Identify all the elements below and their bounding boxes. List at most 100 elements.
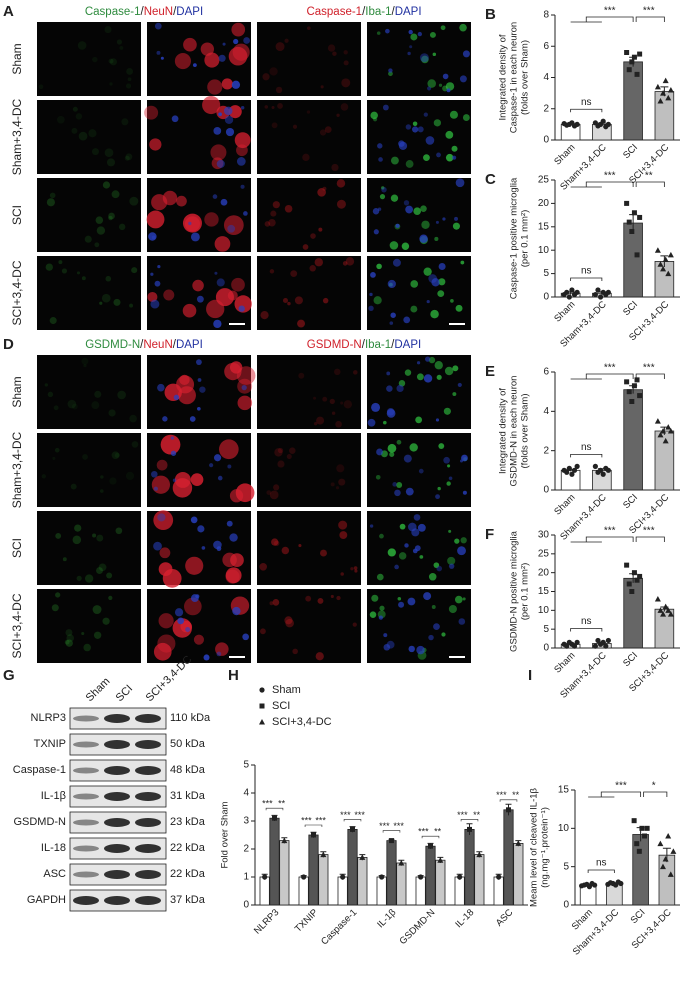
cell-blob xyxy=(206,299,225,319)
cell-blob xyxy=(232,43,250,61)
data-point xyxy=(665,270,672,277)
bar xyxy=(435,859,446,906)
data-point xyxy=(657,607,664,613)
cell-blob xyxy=(411,528,420,537)
cell-blob xyxy=(108,58,114,64)
cell-blob xyxy=(76,575,82,581)
cell-blob xyxy=(419,234,428,244)
lane-label: Sham xyxy=(84,675,113,704)
cell-blob xyxy=(317,188,326,197)
cell-blob xyxy=(405,487,414,496)
x-tick-label: SCI xyxy=(629,907,648,926)
micrograph xyxy=(257,178,361,252)
cell-blob xyxy=(54,447,60,453)
bar xyxy=(269,817,280,906)
cell-blob xyxy=(116,39,123,45)
bar-marker xyxy=(428,843,433,849)
header-part: / xyxy=(392,6,396,18)
cell-blob xyxy=(273,540,280,547)
micrograph xyxy=(37,256,141,330)
cell-blob xyxy=(93,631,102,639)
cell-blob xyxy=(438,263,446,271)
data-point xyxy=(592,292,598,298)
cell-blob xyxy=(163,289,175,301)
cell-blob xyxy=(336,595,341,601)
cell-blob xyxy=(81,276,86,281)
cell-blob xyxy=(447,464,451,468)
sig-bracket xyxy=(352,819,362,822)
cell-blob xyxy=(420,205,427,212)
cell-blob xyxy=(94,242,100,248)
row-label: SCI xyxy=(10,205,24,225)
cell-blob xyxy=(370,111,378,120)
cell-blob xyxy=(340,103,349,111)
x-tick-label: Sham xyxy=(552,299,577,324)
header-part: / xyxy=(173,339,177,351)
cell-blob xyxy=(199,386,206,393)
cell-blob xyxy=(405,124,412,130)
cell-blob xyxy=(156,50,161,55)
header-part: / xyxy=(391,339,395,351)
bar-marker xyxy=(350,826,355,832)
x-tick-label: SCI xyxy=(621,650,640,669)
cell-blob xyxy=(438,443,445,449)
band-size: 31 kDa xyxy=(170,790,206,802)
cell-blob xyxy=(204,212,219,227)
blot-band xyxy=(104,896,130,905)
micrograph xyxy=(367,256,471,330)
legend-label: SCI xyxy=(272,700,290,712)
cell-blob xyxy=(379,194,386,200)
cell-blob xyxy=(430,309,439,319)
bar-marker xyxy=(281,837,288,844)
legend-label: Sham xyxy=(272,684,301,696)
cell-blob xyxy=(70,483,77,490)
cell-blob xyxy=(53,405,59,411)
cell-blob xyxy=(446,481,451,486)
bar xyxy=(337,876,348,906)
band-name: Caspase-1 xyxy=(13,764,66,776)
cell-blob xyxy=(41,474,47,479)
row-label: Sham+3,4-DC xyxy=(10,431,24,508)
data-point xyxy=(626,581,632,587)
cell-blob xyxy=(390,312,396,318)
sig-label: ** xyxy=(512,790,520,800)
bar xyxy=(386,840,397,906)
cell-blob xyxy=(435,494,440,500)
cell-blob xyxy=(340,401,344,405)
cell-blob xyxy=(448,529,452,533)
cell-blob xyxy=(108,595,113,601)
cell-blob xyxy=(343,50,348,55)
cell-blob xyxy=(428,356,436,364)
cell-blob xyxy=(84,235,92,243)
cell-blob xyxy=(413,514,421,521)
cell-blob xyxy=(412,121,418,126)
blot-band xyxy=(104,818,130,827)
cell-blob xyxy=(171,115,179,123)
cell-blob xyxy=(38,84,44,90)
data-point xyxy=(605,121,611,127)
cell-blob xyxy=(389,241,399,250)
cell-blob xyxy=(117,390,126,400)
cell-blob xyxy=(96,226,106,235)
cell-blob xyxy=(433,119,442,127)
cell-blob xyxy=(157,513,166,522)
sig-bracket xyxy=(265,807,275,811)
cell-blob xyxy=(56,115,65,124)
cell-blob xyxy=(236,366,256,385)
cell-blob xyxy=(216,651,222,657)
cell-blob xyxy=(292,648,298,655)
cell-blob xyxy=(436,374,442,380)
bar xyxy=(318,854,329,906)
cell-blob xyxy=(339,531,348,540)
header-part: / xyxy=(140,339,144,351)
data-point xyxy=(597,467,604,473)
blot-band xyxy=(135,766,161,775)
data-point xyxy=(624,562,630,568)
y-tick-label: 10 xyxy=(538,245,550,256)
cell-blob xyxy=(354,569,358,573)
cell-blob xyxy=(378,157,383,162)
cell-blob xyxy=(336,199,346,209)
cell-blob xyxy=(101,293,111,303)
cell-blob xyxy=(177,617,185,625)
